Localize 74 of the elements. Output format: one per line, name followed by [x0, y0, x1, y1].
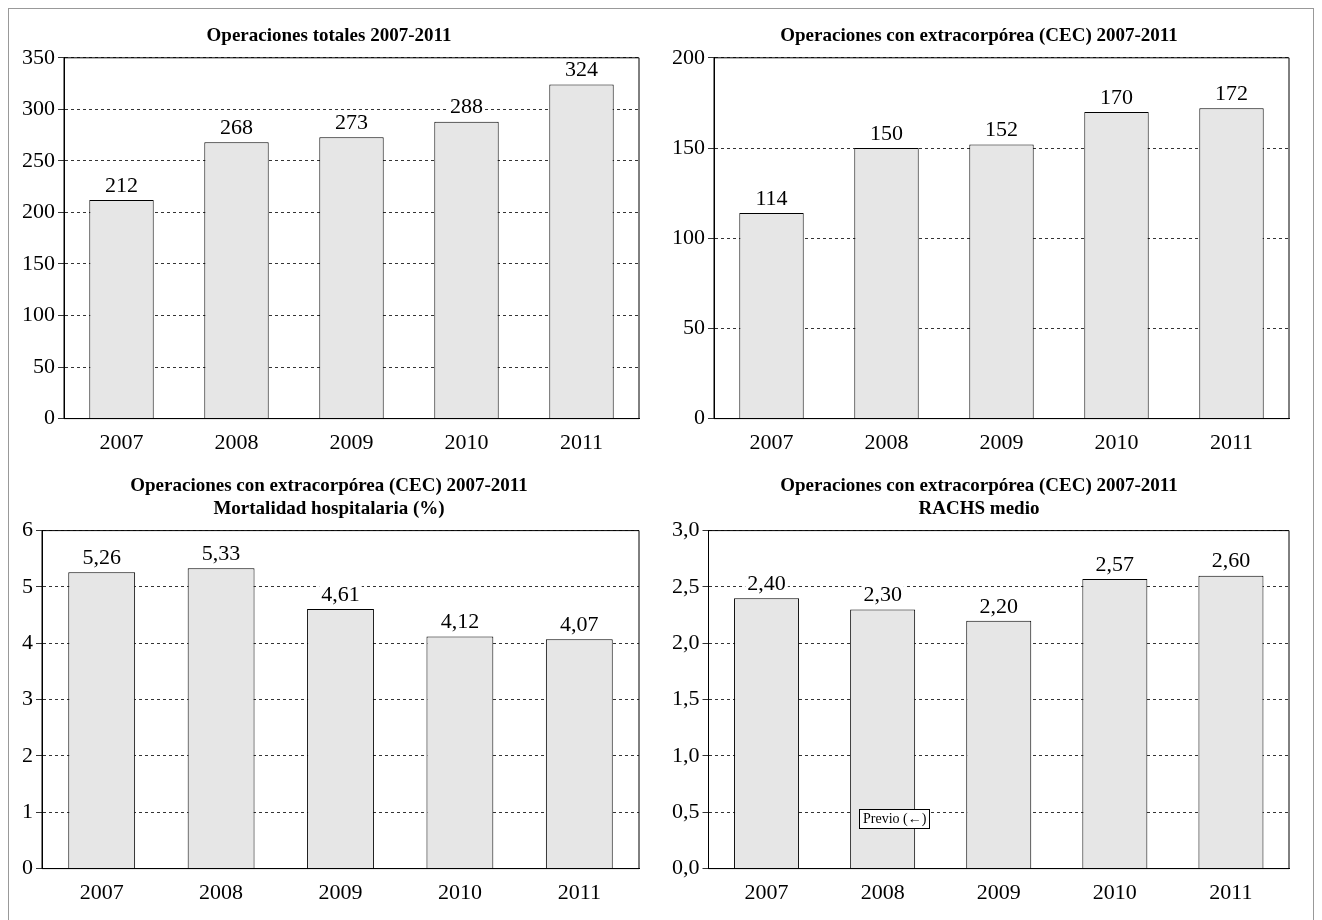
data-label: 4,07	[560, 611, 599, 637]
x-tick-label: 2008	[864, 428, 909, 454]
y-tick-label: 350	[22, 43, 55, 69]
data-label: 114	[755, 184, 788, 210]
data-label: 268	[220, 114, 253, 140]
chart-title: Operaciones con extracorpórea (CEC) 2007-2011	[780, 474, 1178, 497]
y-tick-label: 5	[22, 572, 33, 598]
x-tick-label: 2009	[976, 878, 1021, 904]
x-tick-label: 2008	[214, 428, 259, 454]
y-tick-label: 100	[672, 223, 705, 249]
data-label: 150	[870, 119, 903, 145]
data-label: 4,12	[440, 608, 480, 634]
data-label: 288	[450, 93, 483, 119]
x-tick-label: 2009	[329, 428, 374, 454]
y-tick-label: 200	[22, 198, 55, 224]
y-tick-label: 2,0	[672, 629, 700, 655]
x-tick-label: 2010	[437, 878, 482, 904]
y-tick-label: 6	[22, 516, 33, 542]
x-tick-label: 2007	[99, 428, 144, 454]
data-label: 2,20	[979, 592, 1018, 618]
x-tick-label: 2007	[749, 428, 794, 454]
data-label: 2,60	[1211, 547, 1251, 573]
y-tick-label: 50	[683, 314, 705, 340]
data-label: 2,30	[863, 581, 902, 607]
chart-title: Operaciones con extracorpórea (CEC) 2007-2011	[780, 24, 1178, 47]
data-label: 212	[105, 171, 138, 197]
y-tick-label: 1,0	[672, 741, 700, 767]
y-tick-label: 0,0	[672, 854, 700, 880]
y-tick-label: 300	[22, 95, 55, 121]
x-tick-label: 2011	[559, 428, 604, 454]
chart-subtitle: RACHS medio	[918, 497, 1040, 519]
chart-subtitle: Mortalidad hospitalaria (%)	[213, 497, 445, 520]
y-tick-label: 3,0	[672, 516, 700, 542]
x-tick-label: 2011	[1209, 428, 1254, 454]
data-label: 2,57	[1095, 550, 1135, 576]
y-tick-label: 0	[44, 404, 55, 430]
y-tick-label: 4	[22, 629, 33, 655]
x-tick-label: 2007	[79, 878, 124, 904]
y-tick-label: 250	[22, 146, 55, 172]
y-tick-label: 0	[694, 404, 705, 430]
data-label: 2,40	[747, 569, 786, 595]
data-label: 273	[335, 108, 368, 134]
y-tick-label: 1	[22, 798, 33, 824]
data-label: 5,33	[201, 540, 241, 566]
y-tick-label: 2	[22, 741, 33, 767]
y-tick-label: 0	[22, 854, 33, 880]
x-tick-label: 2011	[1209, 878, 1253, 904]
x-tick-label: 2010	[444, 428, 489, 454]
x-tick-label: 2011	[557, 878, 601, 904]
y-tick-label: 2,5	[672, 572, 700, 598]
data-label: 5,26	[82, 544, 121, 570]
data-label: 4,61	[321, 580, 360, 606]
x-tick-label: 2007	[744, 878, 789, 904]
y-tick-label: 150	[22, 249, 55, 275]
x-tick-label: 2008	[860, 878, 905, 904]
x-tick-label: 2009	[979, 428, 1024, 454]
data-label: 172	[1215, 80, 1248, 106]
y-tick-label: 1,5	[672, 685, 700, 711]
y-tick-label: 0,5	[672, 798, 700, 824]
y-tick-label: 3	[22, 685, 33, 711]
data-label: 152	[985, 116, 1018, 142]
x-tick-label: 2010	[1094, 428, 1139, 454]
y-tick-label: 200	[672, 43, 705, 69]
data-label: 324	[565, 56, 598, 82]
x-tick-label: 2010	[1092, 878, 1137, 904]
chart-title: Operaciones totales 2007-2011	[206, 24, 452, 46]
y-tick-label: 150	[672, 133, 705, 159]
chart-title: Operaciones con extracorpórea (CEC) 2007-2011	[130, 474, 528, 497]
x-tick-label: 2008	[199, 878, 244, 904]
y-tick-label: 100	[22, 301, 55, 327]
y-tick-label: 50	[33, 352, 55, 378]
annotation: Previo (←)	[859, 809, 931, 829]
x-tick-label: 2009	[318, 878, 363, 904]
data-label: 170	[1100, 83, 1133, 109]
